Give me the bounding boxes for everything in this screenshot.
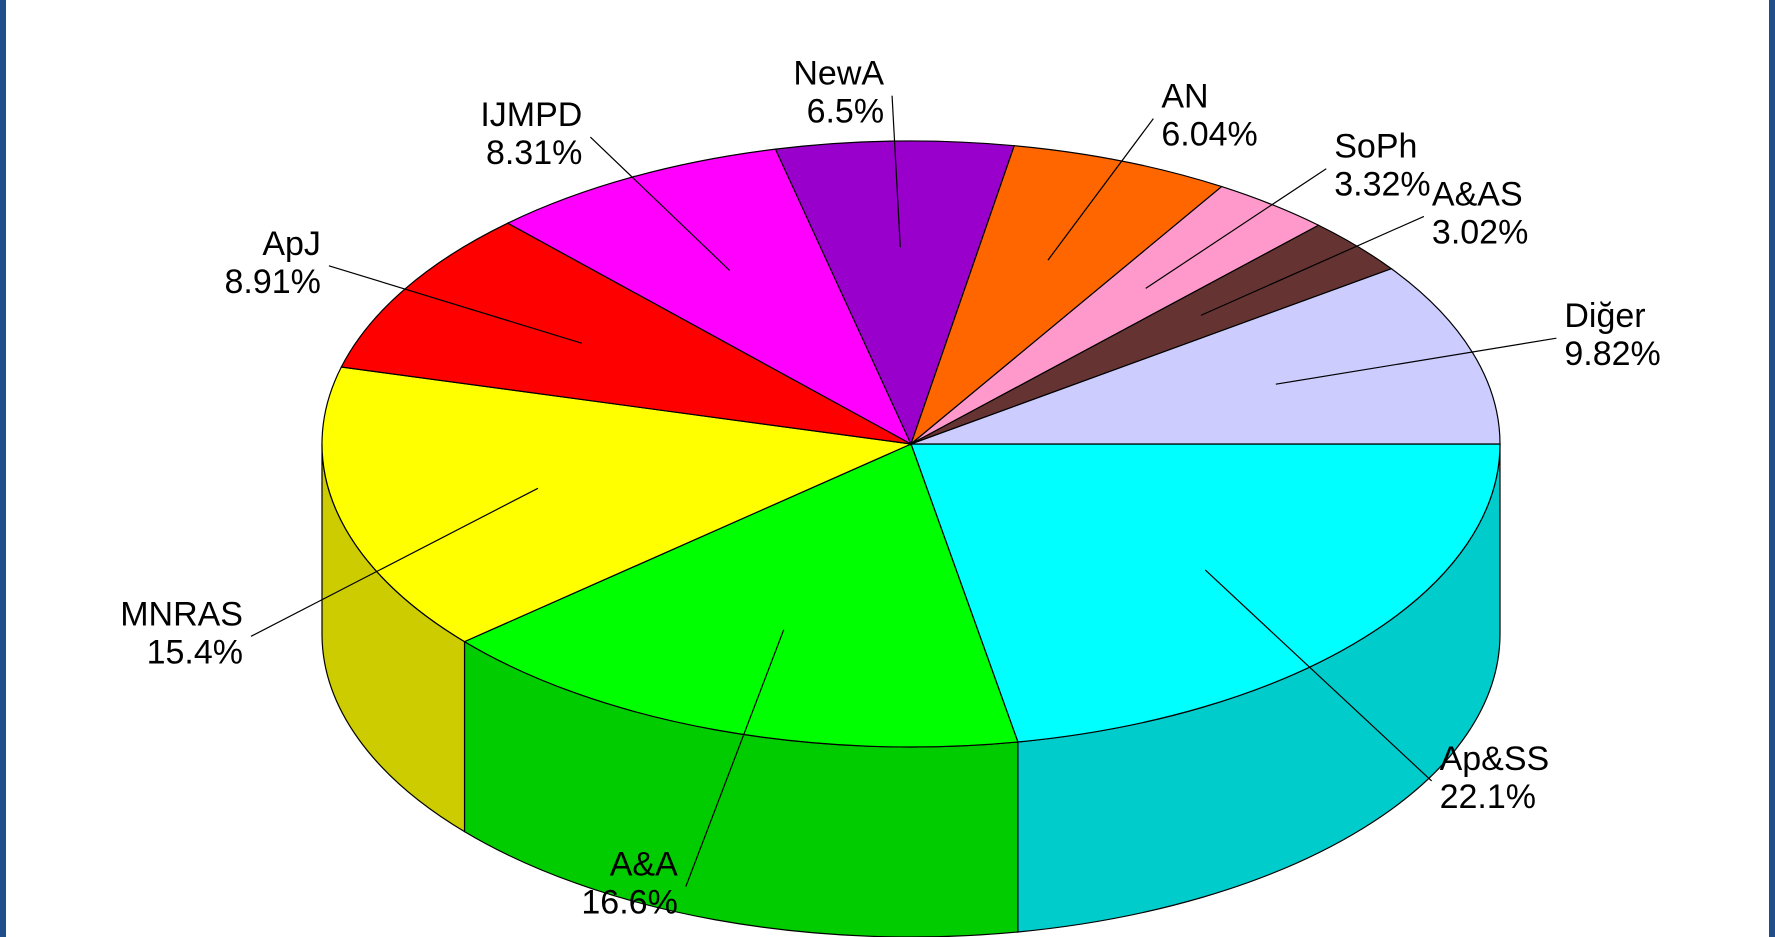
slice-name: A&AS [1432,175,1523,213]
pie-slice [463,443,1019,748]
slice-value-label: 6.5% [807,93,885,131]
leader-line [1047,118,1154,261]
leader-line [685,629,785,887]
slice-value-label: 9.82% [1564,335,1660,373]
leader-line [1204,569,1433,782]
leader-line [1200,215,1425,316]
slice-name: Diğer [1564,297,1645,335]
slice-value-label: 22.1% [1440,778,1536,816]
slice-value-label: 15.4% [147,633,243,671]
pie-slice [910,443,1501,743]
leader-line [1275,337,1557,385]
slice-name: A&A [610,846,678,884]
slice-name: AN [1161,78,1208,116]
slice-value-label: 8.91% [225,263,321,301]
left-border [0,0,6,937]
slice-name: IJMPD [480,96,582,134]
slice-name: MNRAS [120,595,243,633]
slice-value-label: 3.02% [1432,213,1528,251]
leader-line [328,265,583,344]
slice-name: NewA [793,55,884,93]
slice-name: Ap&SS [1440,740,1550,778]
slice-value-label: 8.31% [486,134,582,172]
slice-name: SoPh [1334,128,1417,166]
slice-value-label: 3.32% [1334,166,1430,204]
slice-name: ApJ [262,225,321,263]
slice-value-label: 6.04% [1161,116,1257,154]
right-border [1769,0,1775,937]
pie-slice [321,366,914,643]
leader-line [891,95,901,248]
slice-value-label: 16.6% [581,884,677,922]
leader-line [1145,168,1327,289]
leader-line [250,487,539,637]
leader-line [589,136,731,271]
